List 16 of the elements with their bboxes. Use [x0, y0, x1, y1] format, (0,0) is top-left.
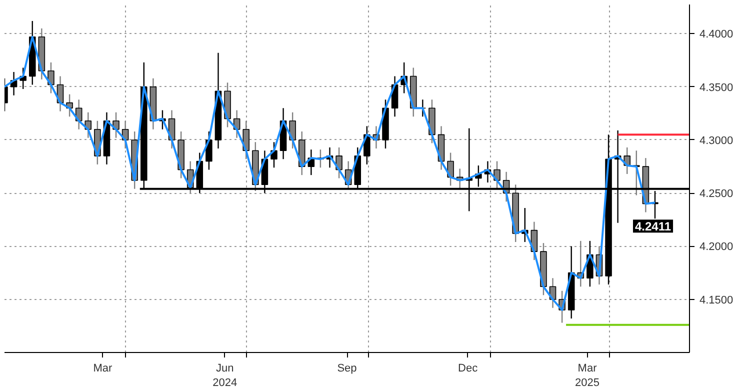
candlestick	[242, 120, 250, 160]
x-tick-label: Mar	[93, 362, 113, 374]
y-tick-label: 4.4000	[700, 28, 734, 41]
candlestick	[336, 146, 342, 179]
annotation: 4.2411	[634, 220, 672, 234]
x-tick-label: Jun 2024	[212, 362, 238, 389]
x-tick-label: Sep	[337, 362, 357, 374]
candlestick	[289, 112, 296, 150]
candlestick	[48, 62, 54, 94]
y-tick-label: 4.3000	[700, 134, 734, 147]
x-tick-label: Mar 2025	[575, 362, 600, 389]
x-tick-label: Dec	[458, 362, 478, 374]
y-tick-label: 4.1500	[700, 294, 734, 306]
y-tick-label: 4.2500	[700, 188, 734, 200]
y-tick-label: 4.3500	[700, 82, 734, 94]
y-tick-label: 4.2000	[700, 241, 734, 254]
